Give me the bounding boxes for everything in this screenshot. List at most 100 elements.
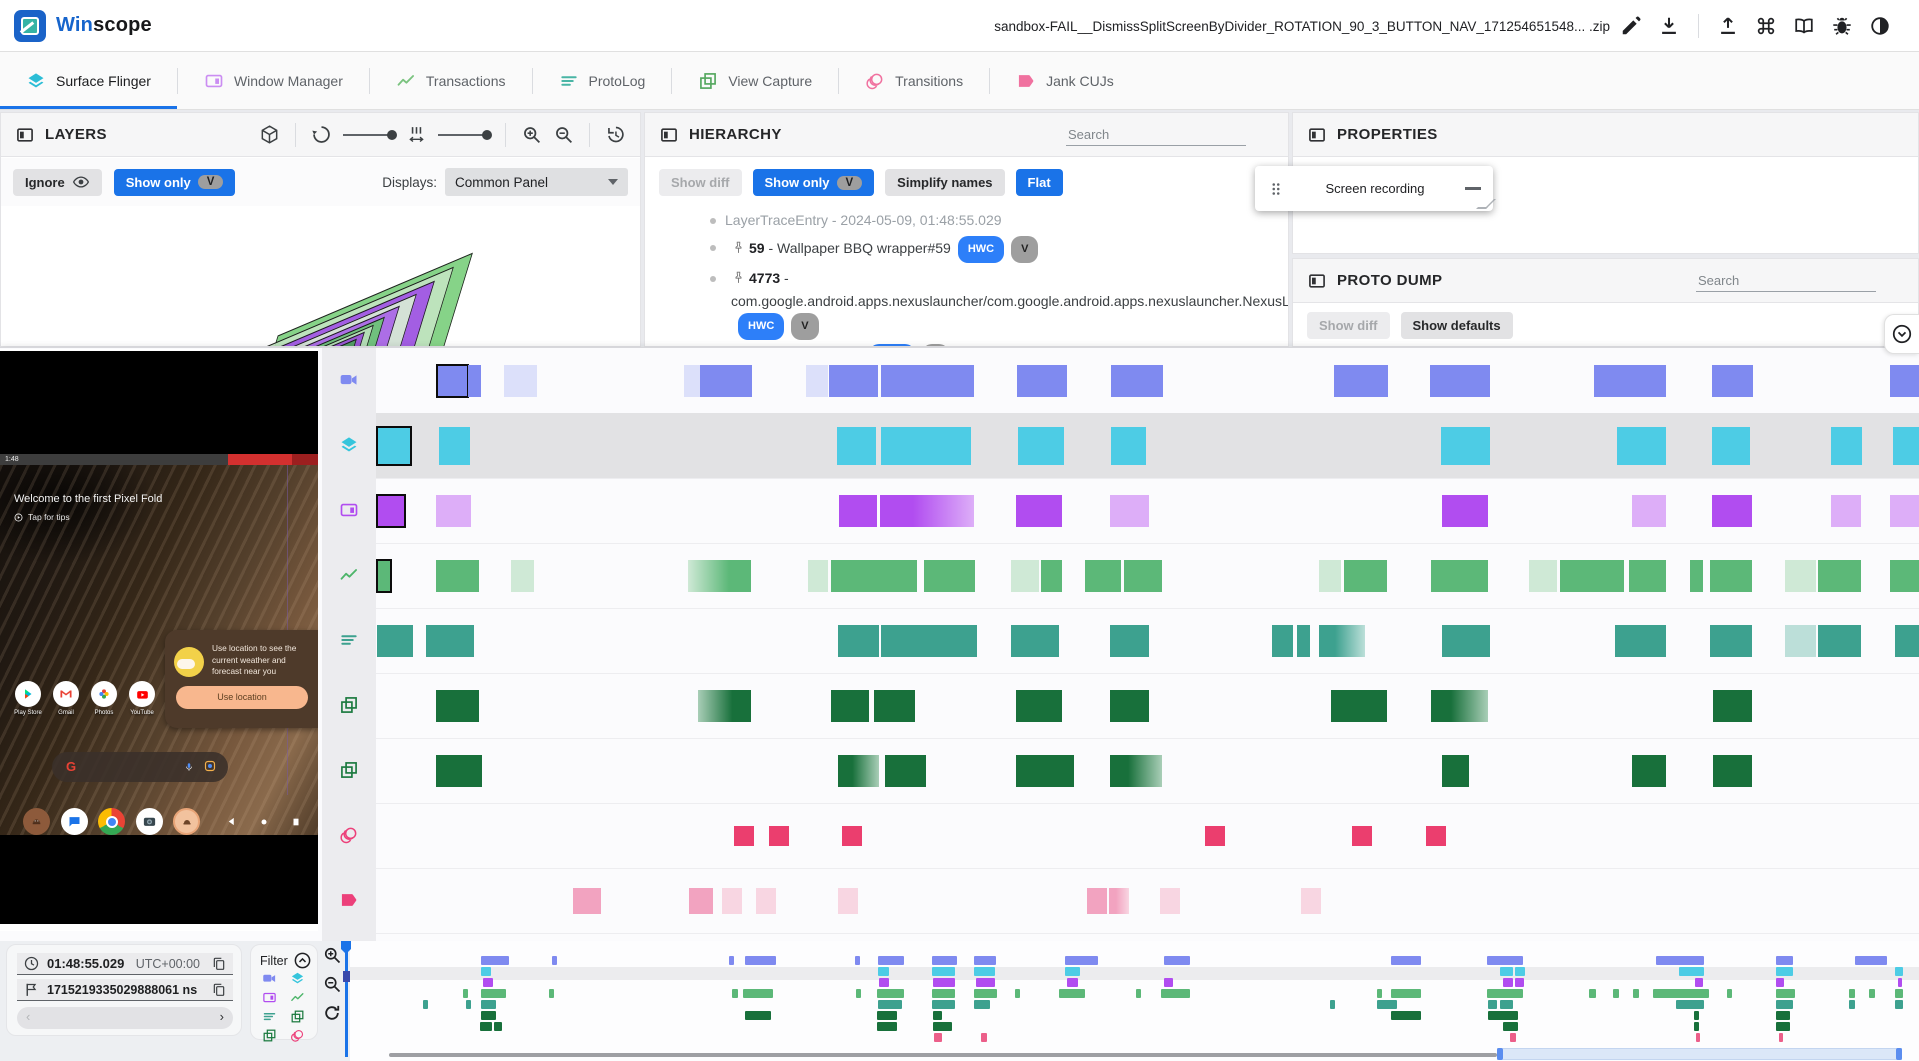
- phone-app-play-store[interactable]: Play Store: [9, 681, 47, 716]
- jank-cujs-trace-block[interactable]: [1109, 887, 1129, 914]
- jank-cujs-trace-block[interactable]: [756, 887, 776, 914]
- window-manager-trace-block[interactable]: [1890, 494, 1919, 527]
- use-location-button[interactable]: Use location: [176, 686, 308, 709]
- tab-window-manager[interactable]: Window Manager: [178, 52, 369, 109]
- zoomin-button[interactable]: [521, 124, 542, 145]
- transactions-trace-block[interactable]: [1124, 559, 1162, 592]
- surface-flinger-trace-block[interactable]: [1617, 426, 1666, 465]
- view-capture-1-trace-block[interactable]: [698, 689, 751, 722]
- transitions-trace-block[interactable]: [1352, 825, 1372, 846]
- surface-flinger-trace-block[interactable]: [376, 425, 412, 466]
- phone-google-search-bar[interactable]: G: [52, 752, 228, 782]
- simplify-names-button[interactable]: Simplify names: [885, 169, 1005, 196]
- tree-node[interactable]: 4773 - com.google.android.apps.nexuslaun…: [685, 267, 1288, 340]
- filter-videocam-toggle[interactable]: [262, 971, 280, 986]
- protolog-trace-block[interactable]: [838, 624, 879, 657]
- history-button[interactable]: [605, 124, 626, 145]
- tab-surface-flinger[interactable]: Surface Flinger: [0, 52, 177, 109]
- tree-node[interactable]: 59 - Wallpaper BBQ wrapper#59 HWC V: [685, 236, 1285, 263]
- jank-cujs-trace-block[interactable]: [722, 887, 742, 914]
- screen-recording-trace-block[interactable]: [700, 364, 752, 397]
- slider-track[interactable]: [343, 129, 397, 140]
- jank-cujs-trace-block[interactable]: [1087, 887, 1107, 914]
- surface-flinger-trace-block[interactable]: [1712, 426, 1750, 465]
- screen-recording-trace-block[interactable]: [806, 364, 828, 397]
- transactions-trace-block[interactable]: [808, 559, 828, 592]
- protolog-trace-block[interactable]: [1110, 624, 1149, 657]
- transactions-trace-block[interactable]: [1818, 559, 1861, 592]
- dark-mode-toggle[interactable]: [1867, 13, 1893, 39]
- window-manager-trace-block[interactable]: [1831, 494, 1861, 527]
- tab-protolog[interactable]: ProtoLog: [533, 52, 672, 109]
- surface-flinger-trace-block[interactable]: [439, 426, 470, 465]
- protolog-trace-block[interactable]: [1818, 624, 1861, 657]
- tree-node[interactable]: 78 - StatusBar#78HWCV: [685, 344, 1285, 346]
- nav-home-button[interactable]: [250, 808, 277, 835]
- tab-view-capture[interactable]: View Capture: [672, 52, 838, 109]
- transactions-trace-block[interactable]: [1431, 559, 1488, 592]
- view-capture-1-trace-block[interactable]: [1016, 689, 1062, 722]
- transactions-trace-block[interactable]: [1785, 559, 1816, 592]
- minimize-button[interactable]: [1465, 187, 1481, 190]
- transactions-trace-block[interactable]: [1011, 559, 1039, 592]
- view-capture-1-trace-block[interactable]: [831, 689, 869, 722]
- transitions-trace-block[interactable]: [1205, 825, 1225, 846]
- zoom-reset-button[interactable]: [322, 1003, 348, 1023]
- dock-android-orange-icon[interactable]: [173, 808, 200, 835]
- transactions-trace-block[interactable]: [924, 559, 975, 592]
- transactions-trace-block[interactable]: [1560, 559, 1624, 592]
- slider-control[interactable]: [438, 129, 492, 140]
- view-capture-2-trace-block[interactable]: [1442, 754, 1469, 787]
- window-manager-trace-block[interactable]: [436, 494, 471, 527]
- transitions-trace-block[interactable]: [769, 825, 789, 846]
- view-capture-2-trace-block[interactable]: [1632, 754, 1666, 787]
- dock-messages-icon[interactable]: [60, 808, 88, 835]
- timeline-rows-area[interactable]: [376, 348, 1919, 942]
- filter-window-toggle[interactable]: [262, 990, 280, 1005]
- screen-recording-trace-block[interactable]: [1334, 364, 1388, 397]
- transactions-trace-block[interactable]: [1529, 559, 1557, 592]
- protolog-trace-block[interactable]: [881, 624, 977, 657]
- selection-right-handle[interactable]: [1896, 1048, 1902, 1060]
- filter-chart-toggle[interactable]: [290, 990, 308, 1005]
- screen-recording-trace-block[interactable]: [1430, 364, 1490, 397]
- screen-recording-trace-block[interactable]: [1890, 364, 1919, 397]
- human-time-field[interactable]: 01:48:55.029 UTC+00:00: [17, 953, 233, 975]
- copy-icon[interactable]: [211, 982, 227, 998]
- nanosecond-time-field[interactable]: 1715219335029888061 ns: [17, 979, 233, 1001]
- transactions-trace-block[interactable]: [1629, 559, 1666, 592]
- protolog-trace-block[interactable]: [1272, 624, 1293, 657]
- window-manager-trace-block[interactable]: [1712, 494, 1752, 527]
- transactions-trace-block[interactable]: [1085, 559, 1121, 592]
- layers-3d-scene[interactable]: [1, 206, 640, 346]
- screen-recording-trace-block[interactable]: [881, 364, 974, 397]
- window-manager-trace-block[interactable]: [1632, 494, 1666, 527]
- window-manager-trace-block[interactable]: [880, 494, 974, 527]
- surface-flinger-trace-block[interactable]: [1831, 426, 1862, 465]
- jank-cujs-trace-block[interactable]: [1301, 887, 1321, 914]
- mini-timeline[interactable]: [350, 941, 1919, 1061]
- tab-transactions[interactable]: Transactions: [370, 52, 532, 109]
- mini-timeline-selection-range[interactable]: [1497, 1048, 1902, 1060]
- transactions-trace-block[interactable]: [1344, 559, 1387, 592]
- window-manager-trace-block[interactable]: [1016, 494, 1062, 527]
- screen-recording-trace-block[interactable]: [1017, 364, 1067, 397]
- drag-handle-icon[interactable]: [1267, 180, 1285, 198]
- proto-dump-search-input[interactable]: [1696, 269, 1876, 292]
- view-capture-1-trace-block[interactable]: [1331, 689, 1387, 722]
- copy-icon[interactable]: [211, 956, 227, 972]
- screen-recording-window[interactable]: Screen recording: [1255, 166, 1496, 211]
- chevron-up-circle-icon[interactable]: [293, 951, 312, 970]
- protolog-trace-block[interactable]: [1710, 624, 1752, 657]
- screen-recording-trace-block[interactable]: [684, 364, 700, 397]
- collapse-panel-button[interactable]: [1884, 314, 1919, 354]
- spacing-button[interactable]: [406, 124, 427, 145]
- view-capture-2-trace-block[interactable]: [1016, 754, 1074, 787]
- surface-flinger-trace-block[interactable]: [1018, 426, 1064, 465]
- protolog-trace-block[interactable]: [1615, 624, 1666, 657]
- transactions-trace-block[interactable]: [1690, 559, 1703, 592]
- slider-track[interactable]: [438, 129, 492, 140]
- filter-squares-toggle[interactable]: [262, 1028, 280, 1043]
- tree-node[interactable]: LayerTraceEntry - 2024-05-09, 01:48:55.0…: [685, 209, 1285, 232]
- surface-flinger-trace-block[interactable]: [1111, 426, 1146, 465]
